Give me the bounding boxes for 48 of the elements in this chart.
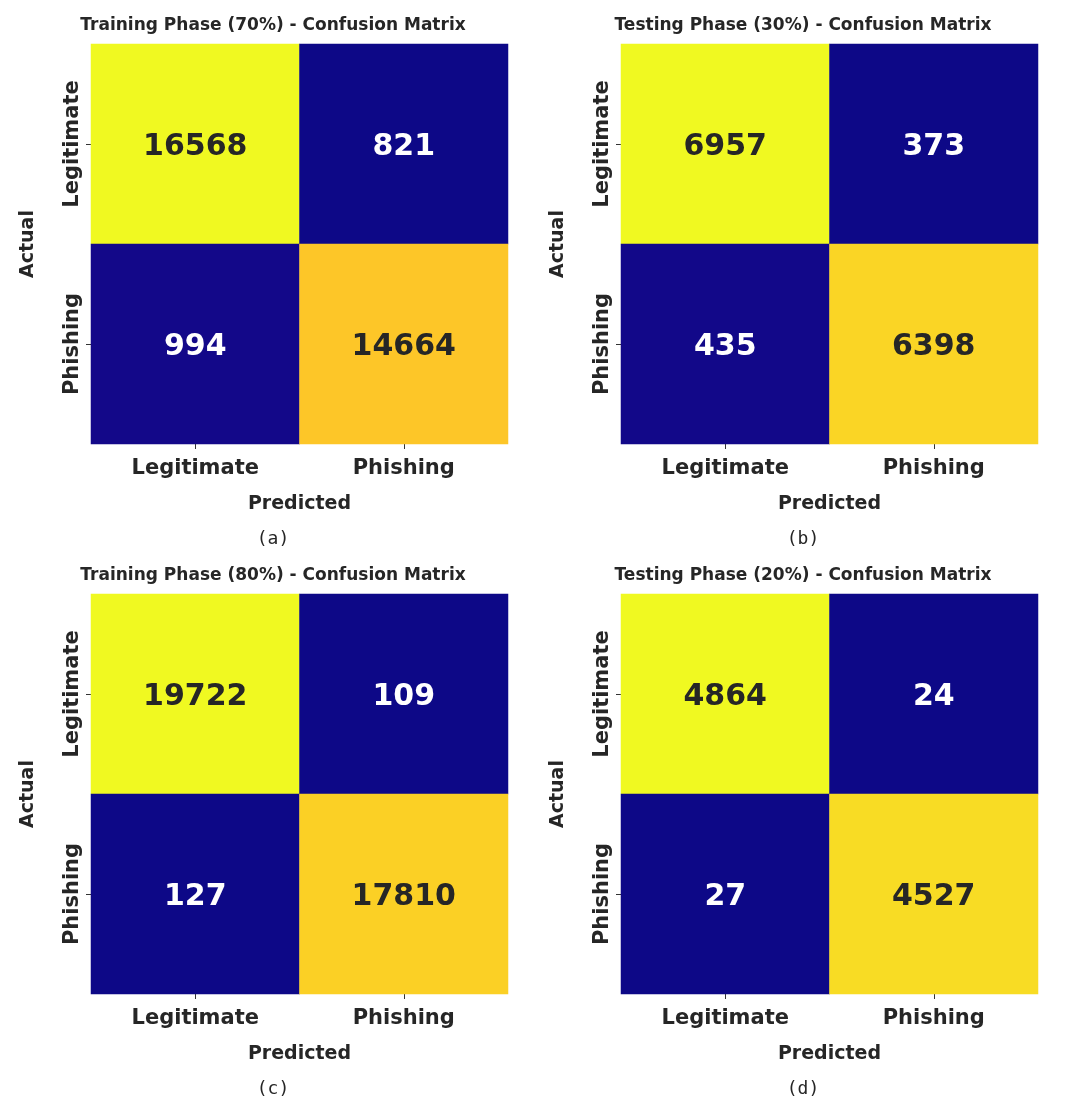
y-tick-label: Legitimate <box>58 80 83 208</box>
x-axis-title: Predicted <box>777 1040 882 1063</box>
y-tick-label: Phishing <box>58 292 83 396</box>
data-label: 17810 <box>351 876 456 912</box>
y-tick-label: Legitimate <box>588 630 613 758</box>
x-axis-title: Predicted <box>247 1040 352 1063</box>
y-tick-label: Phishing <box>58 842 83 946</box>
x-tick-label: Phishing <box>882 1004 985 1029</box>
y-tick-label: Legitimate <box>58 630 83 758</box>
data-label: 4864 <box>683 676 767 712</box>
x-tick-label: Phishing <box>352 454 455 479</box>
data-label: 6398 <box>892 326 976 362</box>
data-label: 109 <box>372 676 436 712</box>
chart-title: Training Phase (70%) - Confusion Matrix <box>80 13 466 34</box>
chart-title: Testing Phase (30%) - Confusion Matrix <box>614 13 992 34</box>
data-label: 6957 <box>683 126 767 162</box>
x-tick-label: Legitimate <box>131 454 259 479</box>
x-tick-label: Phishing <box>352 1004 455 1029</box>
chart-title: Training Phase (80%) - Confusion Matrix <box>80 563 466 584</box>
x-axis-title: Predicted <box>777 490 882 513</box>
data-label: 4527 <box>892 876 976 912</box>
x-tick-label: Legitimate <box>661 454 789 479</box>
y-tick-label: Phishing <box>588 842 613 946</box>
y-axis-title: Actual <box>544 760 567 828</box>
y-tick-label: Legitimate <box>588 80 613 208</box>
data-label: 19722 <box>143 676 248 712</box>
x-axis-title: Predicted <box>247 490 352 513</box>
data-label: 14664 <box>351 326 456 362</box>
data-label: 821 <box>372 126 436 162</box>
y-tick-label: Phishing <box>588 292 613 396</box>
x-tick-label: Legitimate <box>661 1004 789 1029</box>
chart-title: Testing Phase (20%) - Confusion Matrix <box>614 563 992 584</box>
text: (c) <box>256 1076 290 1098</box>
y-axis-title: Actual <box>14 210 37 278</box>
x-tick-label: Phishing <box>882 454 985 479</box>
data-label: 27 <box>704 876 747 912</box>
data-label: 16568 <box>143 126 248 162</box>
data-label: 994 <box>163 326 227 362</box>
data-label: 435 <box>693 326 757 362</box>
text: (d) <box>786 1076 820 1098</box>
x-tick-label: Legitimate <box>131 1004 259 1029</box>
data-label: 127 <box>163 876 227 912</box>
y-axis-title: Actual <box>14 760 37 828</box>
data-label: 24 <box>912 676 955 712</box>
text: (b) <box>786 526 820 548</box>
data-label: 373 <box>902 126 966 162</box>
y-axis-title: Actual <box>544 210 567 278</box>
text: (a) <box>256 526 290 548</box>
